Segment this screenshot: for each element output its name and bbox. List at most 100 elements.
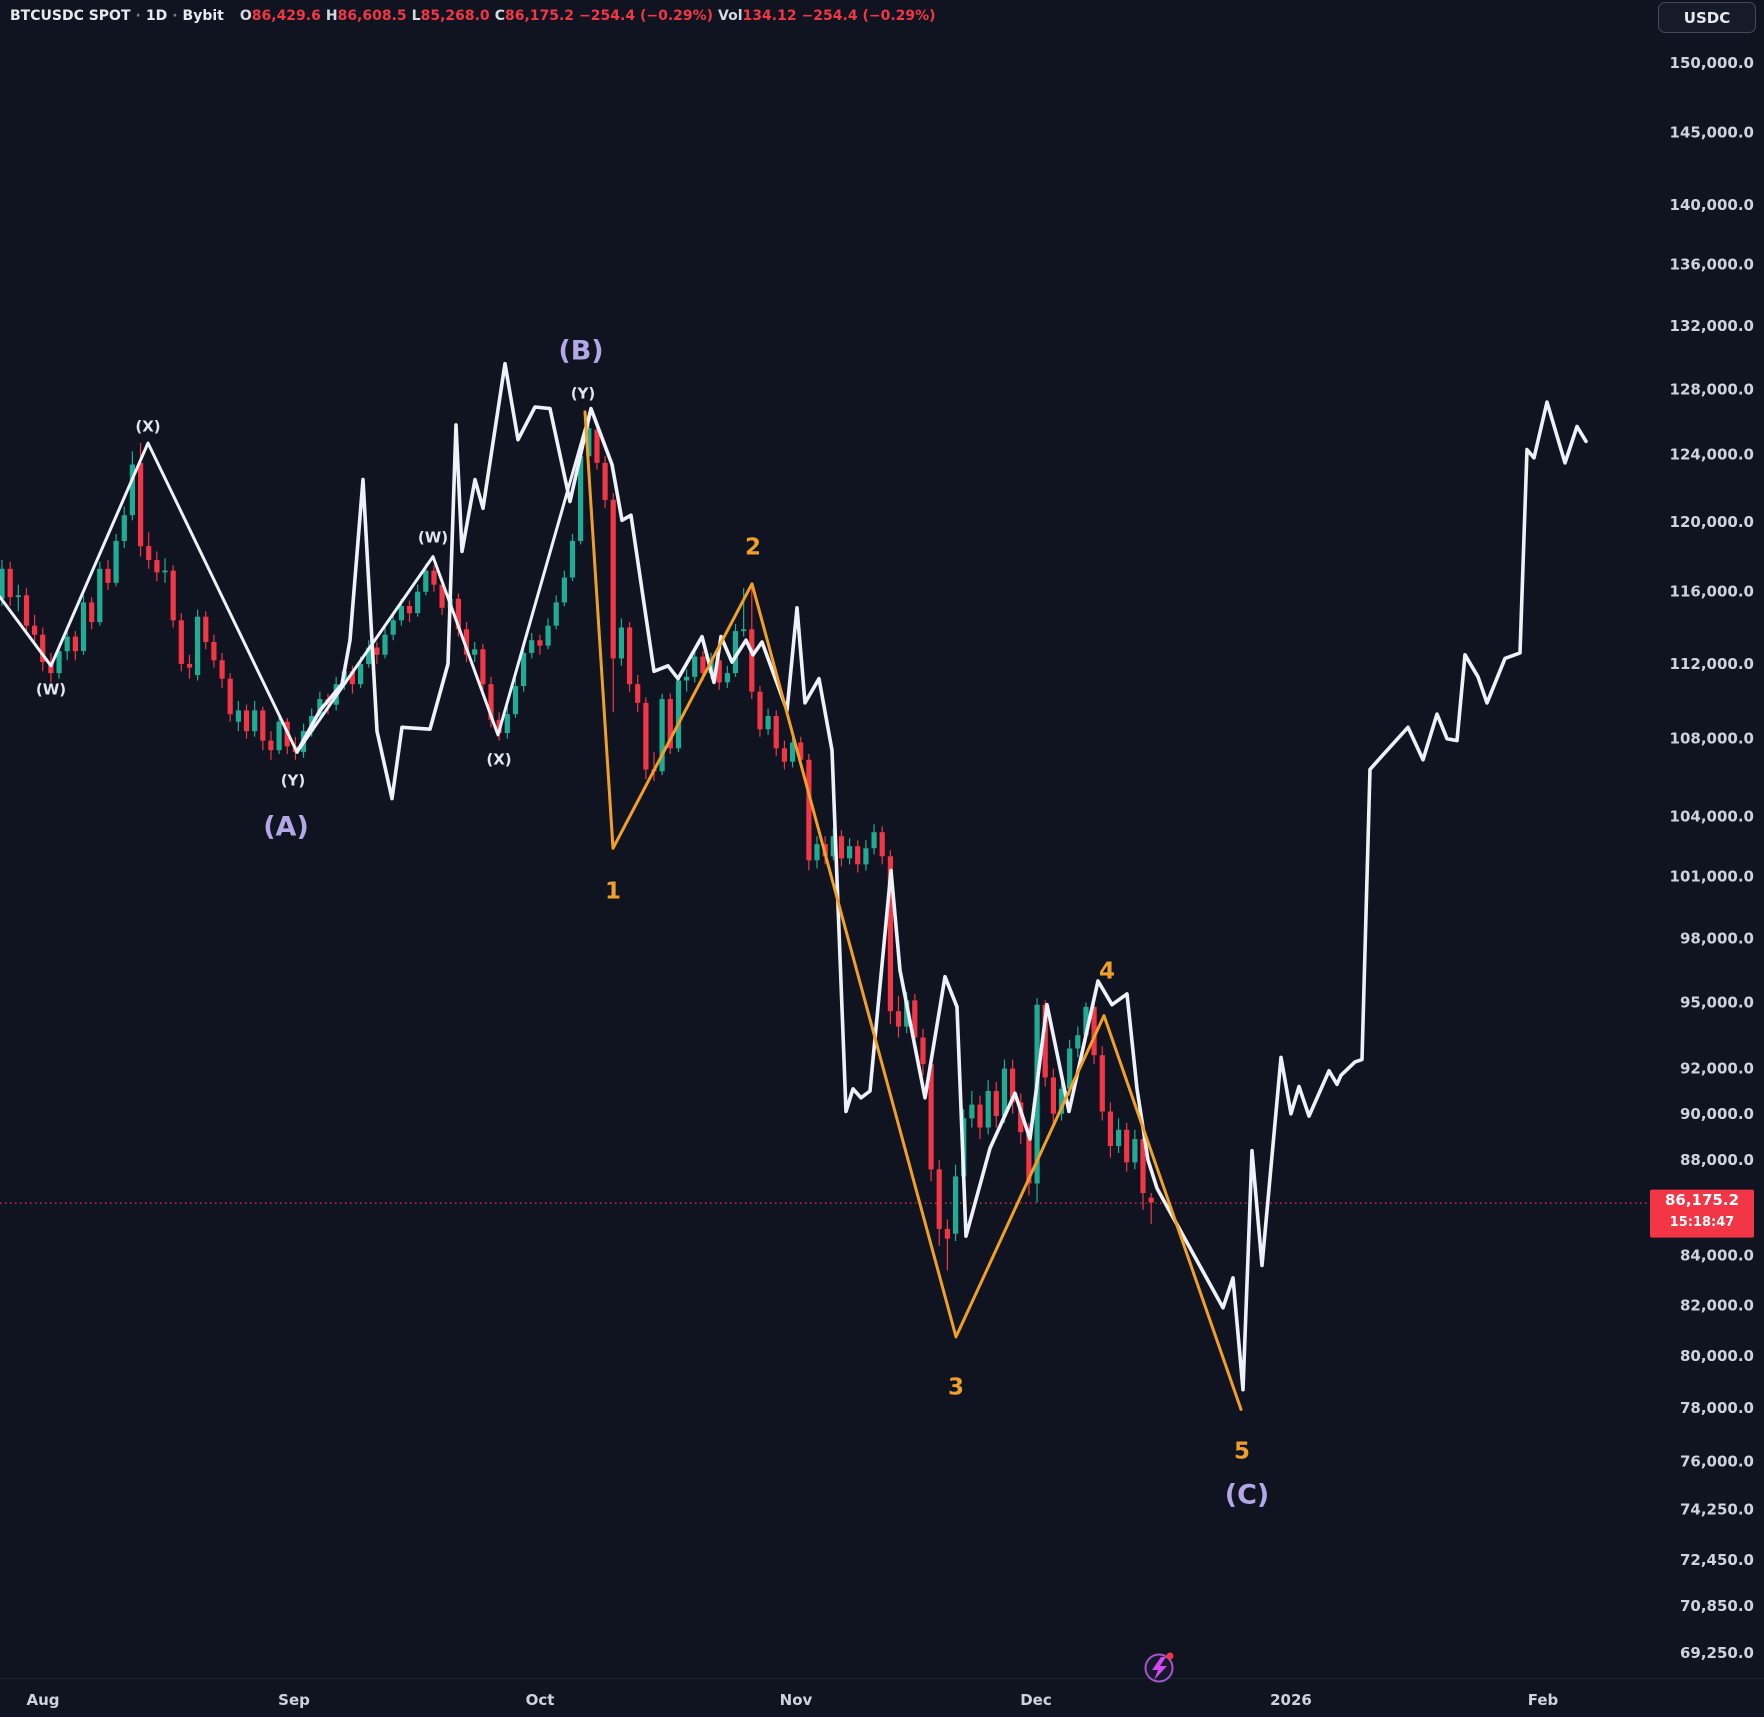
candle-body-down [7, 568, 13, 598]
candle-body-down [1042, 1004, 1048, 1078]
high-label: H [325, 8, 338, 24]
candle-body-down [928, 1064, 934, 1170]
candle-body-up [423, 570, 429, 592]
candle-body-up [317, 699, 323, 716]
candle-body-up [252, 710, 258, 732]
last-price-badge-bg[interactable] [1650, 1189, 1754, 1238]
price-axis[interactable]: 150,000.0 145,000.0 140,000.0 136,000.0 132,… [1670, 54, 1754, 1662]
time-axis[interactable]: Aug Sep Oct Nov Dec 2026 Feb [26, 1691, 1558, 1709]
price-tick-label: 69,250.0 [1680, 1644, 1754, 1662]
candle-body-up [1058, 1088, 1065, 1114]
time-tick-label: 2026 [1270, 1691, 1312, 1709]
candle-body-down [773, 716, 779, 749]
candle-body-down [1050, 1077, 1056, 1114]
candle-body-up [684, 676, 690, 681]
candle-body-up [659, 699, 665, 772]
last-price-badge[interactable]: 86,175.2 15:18:47 [1650, 1189, 1754, 1238]
impulse-polyline[interactable] [583, 410, 1243, 1411]
lightning-reaction-icon[interactable] [1144, 1652, 1174, 1683]
close-value: 86,175.2 [504, 8, 575, 24]
wave-label-x: (X) [486, 751, 511, 769]
impulse-wave-line[interactable] [583, 410, 1243, 1411]
candle-body-down [700, 656, 706, 674]
candle-body-up [15, 595, 21, 598]
candle-body-down [431, 570, 437, 585]
candle-body-down [374, 647, 380, 655]
timeframe-label[interactable]: 1D [145, 8, 168, 24]
time-tick-label: Aug [26, 1691, 59, 1709]
price-tick-label: 72,450.0 [1680, 1551, 1754, 1569]
currency-toggle-button[interactable]: USDC [1658, 2, 1756, 33]
high-value: 86,608.5 [337, 8, 407, 24]
price-tick-label: 74,250.0 [1680, 1501, 1754, 1519]
candle-body-up [0, 568, 5, 599]
chart-legend: BTCUSDC SPOT · 1D · Bybit O 86,429.6 H 8… [10, 5, 941, 27]
candle-body-down [32, 625, 38, 635]
candle-body-up [472, 649, 478, 655]
candle-body-down [798, 742, 804, 760]
price-tick-label: 108,000.0 [1670, 730, 1754, 748]
price-tick-label: 92,000.0 [1680, 1060, 1754, 1078]
candle-body-up [732, 631, 739, 674]
candle-body-down [757, 691, 763, 730]
price-tick-label: 140,000.0 [1670, 196, 1754, 214]
candle-body-down [749, 629, 755, 692]
candle-body-down [260, 710, 266, 741]
candle-body-up [569, 540, 576, 578]
last-price-value: 86,175.2 [1665, 1191, 1739, 1209]
candle-body-up [398, 606, 404, 621]
candle-body-down [23, 595, 30, 626]
candle-body-down [1099, 1055, 1105, 1112]
candle-body-up [578, 456, 584, 541]
price-tick-label: 101,000.0 [1670, 868, 1754, 886]
price-tick-label: 84,000.0 [1680, 1247, 1754, 1265]
candle-body-down [1026, 1132, 1032, 1184]
candle-body-down [439, 584, 445, 608]
price-tick-label: 124,000.0 [1670, 446, 1754, 464]
candle-body-down [243, 710, 250, 732]
exchange-label[interactable]: Bybit [182, 8, 224, 24]
candle-body-up [724, 673, 730, 683]
candle-body-down [610, 499, 616, 659]
price-tick-label: 112,000.0 [1670, 655, 1754, 673]
volume-change-value: −254.4 (−0.29%) [801, 8, 936, 24]
price-tick-label: 136,000.0 [1670, 256, 1754, 274]
price-tick-label: 132,000.0 [1670, 317, 1754, 335]
candle-body-down [480, 649, 486, 685]
candle-body-up [358, 663, 364, 685]
candle-body-up [586, 428, 592, 457]
candle-body-down [178, 620, 184, 664]
candle-body-up [390, 620, 396, 635]
projection-line[interactable] [295, 361, 1588, 1392]
price-tick-label: 82,000.0 [1680, 1296, 1754, 1314]
candle-body-up [765, 716, 771, 730]
symbol-title[interactable]: BTCUSDC SPOT [10, 8, 131, 24]
price-tick-label: 95,000.0 [1680, 994, 1754, 1012]
projection-polyline[interactable] [295, 361, 1588, 1392]
candle-body-down [855, 846, 861, 865]
candle-body-up [985, 1091, 991, 1128]
close-label: C [494, 8, 505, 24]
price-tick-label: 104,000.0 [1670, 807, 1754, 825]
candle-body-down [977, 1104, 983, 1128]
wxy-zigzag-line[interactable] [0, 407, 593, 754]
candle-body-up [741, 629, 747, 632]
candle-body-up [618, 627, 624, 659]
candle-body-down [488, 684, 494, 720]
price-tick-label: 98,000.0 [1680, 930, 1754, 948]
candle-body-up [162, 570, 168, 573]
price-tick-label: 128,000.0 [1670, 380, 1754, 398]
candle-body-down [806, 759, 812, 861]
candle-body-down [186, 663, 193, 668]
wxy-zigzag-polyline[interactable] [0, 407, 593, 754]
price-tick-label: 78,000.0 [1680, 1399, 1754, 1417]
candles-layer [0, 411, 1154, 1271]
candle-body-up [504, 714, 510, 733]
candle-body-up [675, 680, 682, 749]
wave-label-c: (C) [1225, 1480, 1270, 1511]
open-label: O [239, 8, 252, 24]
candle-body-up [863, 848, 869, 865]
candle-body-down [936, 1169, 942, 1229]
candle-body-down [463, 629, 470, 655]
